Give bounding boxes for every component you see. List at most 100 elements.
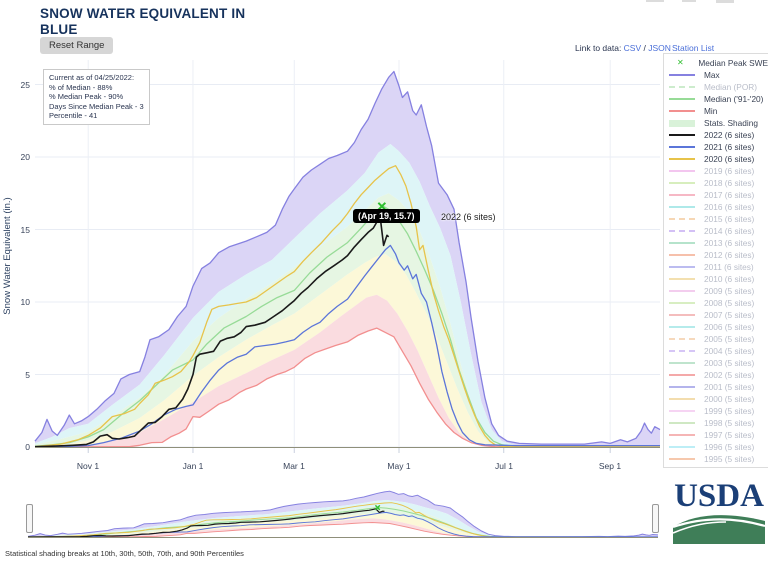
legend-swatch (669, 98, 699, 100)
series-line-max (34, 70, 661, 445)
legend-item-2004-5-sites-[interactable]: 2004 (5 sites) (664, 345, 768, 357)
cropped-export-icon[interactable] (646, 0, 664, 2)
legend-item-2005-5-sites-[interactable]: 2005 (5 sites) (664, 333, 768, 345)
y-tick-label: 15 (20, 225, 30, 235)
line-swatch-icon (669, 458, 695, 460)
legend-item-2000-5-sites-[interactable]: 2000 (5 sites) (664, 393, 768, 405)
legend-item-min[interactable]: Min (664, 105, 768, 117)
legend-item-2016-6-sites-[interactable]: 2016 (6 sites) (664, 201, 768, 213)
legend-item-2010-6-sites-[interactable]: 2010 (6 sites) (664, 273, 768, 285)
legend-item-label: 1994 (5 sites) (704, 466, 754, 467)
line-swatch-icon (669, 362, 695, 364)
legend-item-2015-6-sites-[interactable]: 2015 (6 sites) (664, 213, 768, 225)
navigator-right-handle[interactable] (652, 504, 659, 533)
y-tick-label: 20 (20, 152, 30, 162)
legend-item-2003-5-sites-[interactable]: 2003 (5 sites) (664, 357, 768, 369)
legend-item-median-por-[interactable]: Median (POR) (664, 81, 768, 93)
link-to-data: Link to data: CSV / JSON (575, 43, 671, 53)
legend-swatch (669, 134, 699, 136)
line-swatch-icon (669, 446, 695, 448)
legend-swatch (669, 398, 699, 400)
legend-panel[interactable]: ✕ Median Peak SWE Max Median (POR) Median ('… (663, 53, 768, 468)
status-line: Current as of 04/25/2022: (49, 73, 135, 82)
legend-item-median-peak-swe[interactable]: ✕ Median Peak SWE (664, 57, 768, 69)
legend-swatch (669, 86, 699, 88)
legend-item-label: 1996 (5 sites) (704, 442, 755, 452)
legend-item-2021-6-sites-[interactable]: 2021 (6 sites) (664, 141, 768, 153)
cropped-export-icon[interactable] (716, 0, 734, 3)
reset-range-button[interactable]: Reset Range (40, 37, 114, 54)
legend-item-2011-6-sites-[interactable]: 2011 (6 sites) (664, 261, 768, 273)
legend-item-label: 1998 (5 sites) (704, 418, 755, 428)
legend-item-1994-5-sites-[interactable]: 1994 (5 sites) (664, 465, 768, 467)
legend-item-1995-5-sites-[interactable]: 1995 (5 sites) (664, 453, 768, 465)
legend-item-1999-5-sites-[interactable]: 1999 (5 sites) (664, 405, 768, 417)
line-swatch-icon (669, 98, 695, 100)
legend-item-label: 2021 (6 sites) (704, 142, 755, 152)
line-swatch-icon (669, 422, 695, 424)
legend-item-median-91-20-[interactable]: Median ('91-'20) (664, 93, 768, 105)
legend-item-2018-6-sites-[interactable]: 2018 (6 sites) (664, 177, 768, 189)
series-line-y2021 (34, 244, 660, 448)
legend-item-2008-5-sites-[interactable]: 2008 (5 sites) (664, 297, 768, 309)
line-swatch-icon (669, 350, 695, 352)
legend-item-2022-6-sites-[interactable]: 2022 (6 sites) (664, 129, 768, 141)
legend-item-1998-5-sites-[interactable]: 1998 (5 sites) (664, 417, 768, 429)
legend-item-2009-5-sites-[interactable]: 2009 (5 sites) (664, 285, 768, 297)
page-title-line1: SNOW WATER EQUIVALENT IN (40, 6, 246, 21)
line-swatch-icon (669, 194, 695, 196)
legend-item-label: 2004 (5 sites) (704, 346, 755, 356)
legend-swatch (669, 206, 699, 208)
median-peak-swe-marker (377, 202, 387, 211)
line-swatch-icon (669, 158, 695, 160)
legend-item-2002-5-sites-[interactable]: 2002 (5 sites) (664, 369, 768, 381)
legend-item-2019-6-sites-[interactable]: 2019 (6 sites) (664, 165, 768, 177)
cropped-export-icon[interactable] (682, 0, 696, 2)
line-swatch-icon (669, 338, 695, 340)
legend-item-2017-6-sites-[interactable]: 2017 (6 sites) (664, 189, 768, 201)
legend-item-2012-6-sites-[interactable]: 2012 (6 sites) (664, 249, 768, 261)
current-status-box: Current as of 04/25/2022: % of Median - … (43, 69, 150, 125)
legend-item-label: 2007 (5 sites) (704, 310, 755, 320)
legend-item-max[interactable]: Max (664, 69, 768, 81)
json-link[interactable]: JSON (648, 43, 671, 53)
line-swatch-icon (669, 278, 695, 280)
legend-item-stats-shading[interactable]: Stats. Shading (664, 117, 768, 129)
legend-swatch (669, 446, 699, 448)
status-line: % of Median - 88% (49, 82, 113, 92)
legend-swatch (669, 158, 699, 160)
navigator-left-handle[interactable] (26, 504, 33, 533)
legend-swatch (669, 242, 699, 244)
legend-item-label: 2019 (6 sites) (704, 166, 755, 176)
legend-item-label: 2013 (6 sites) (704, 238, 755, 248)
legend-item-label: 2015 (6 sites) (704, 214, 755, 224)
stat-shading-band-min-10th (35, 294, 660, 447)
stat-shading-band-70th-90th (35, 144, 660, 447)
x-tick-label: Nov 1 (76, 461, 100, 471)
legend-swatch (669, 458, 699, 460)
legend-item-2006-5-sites-[interactable]: 2006 (5 sites) (664, 321, 768, 333)
legend-swatch (669, 302, 699, 304)
line-swatch-icon (669, 326, 695, 328)
legend-item-1996-5-sites-[interactable]: 1996 (5 sites) (664, 441, 768, 453)
legend-item-2007-5-sites-[interactable]: 2007 (5 sites) (664, 309, 768, 321)
line-swatch-icon (669, 74, 695, 76)
legend-item-2001-5-sites-[interactable]: 2001 (5 sites) (664, 381, 768, 393)
line-swatch-icon (669, 266, 695, 268)
csv-link[interactable]: CSV (623, 43, 642, 53)
legend-item-1997-5-sites-[interactable]: 1997 (5 sites) (664, 429, 768, 441)
navigator-plot[interactable] (27, 490, 659, 538)
legend-item-label: Min (704, 106, 718, 116)
legend-swatch (669, 314, 699, 316)
legend-item-label: 2001 (5 sites) (704, 382, 755, 392)
line-swatch-icon (669, 242, 695, 244)
legend-item-2013-6-sites-[interactable]: 2013 (6 sites) (664, 237, 768, 249)
legend-swatch (669, 350, 699, 352)
legend-item-2020-6-sites-[interactable]: 2020 (6 sites) (664, 153, 768, 165)
line-swatch-icon (669, 254, 695, 256)
legend-swatch (669, 194, 699, 196)
legend-item-2014-6-sites-[interactable]: 2014 (6 sites) (664, 225, 768, 237)
page-title-line2: BLUE (40, 22, 78, 37)
station-list-link[interactable]: Station List (672, 43, 715, 53)
line-swatch-icon (669, 146, 695, 148)
